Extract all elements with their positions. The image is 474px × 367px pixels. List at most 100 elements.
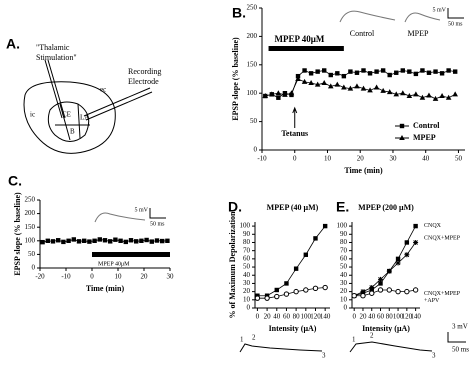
y-tick-label: 50 xyxy=(28,250,36,258)
stim-label: Stimulation" xyxy=(36,53,77,62)
marker xyxy=(149,239,154,244)
marker xyxy=(144,237,149,243)
x-tick-label: 120 xyxy=(310,313,321,321)
x-tick-label: 140 xyxy=(320,313,331,321)
marker xyxy=(395,256,401,262)
marker xyxy=(269,91,275,97)
scale-bar xyxy=(447,8,464,19)
y-tick-label: 50 xyxy=(243,263,251,271)
marker xyxy=(322,223,328,229)
marker xyxy=(275,90,282,96)
marker xyxy=(406,93,413,99)
marker xyxy=(413,239,419,245)
x-tick-label: 40 xyxy=(273,313,281,321)
marker xyxy=(404,252,410,258)
marker xyxy=(439,71,445,76)
traces: 1 2 3 1 2 3 3 mV 50 ms xyxy=(239,323,469,360)
marker xyxy=(377,287,384,293)
marker xyxy=(293,266,299,271)
marker xyxy=(360,85,367,91)
legend-label: MPEP xyxy=(413,133,436,142)
y-tick-label: 90 xyxy=(243,230,251,238)
panel-a-diagram: A. "Thalamic Stimulation" Recording Elec… xyxy=(6,36,161,154)
x-tick-label: 80 xyxy=(293,313,301,321)
inset-trace xyxy=(339,10,396,23)
y-tick-label: 0 xyxy=(344,304,348,312)
marker xyxy=(97,237,102,242)
marker xyxy=(283,291,290,297)
x-axis-label: Time (min) xyxy=(344,166,383,175)
x-tick-label: 40 xyxy=(422,155,430,163)
marker xyxy=(354,70,360,75)
marker xyxy=(369,290,375,296)
y-tick-label: 0 xyxy=(32,264,36,272)
marker xyxy=(274,293,280,300)
y-tick-label: 90 xyxy=(340,230,348,238)
x-tick-label: 0 xyxy=(352,313,356,321)
marker xyxy=(369,285,375,291)
annotation-arrow xyxy=(292,106,298,128)
y-tick-label: 150 xyxy=(247,60,258,68)
chart-title: MPEP (200 μM) xyxy=(358,203,414,212)
scale-bar xyxy=(149,208,166,219)
nuclei-borders xyxy=(55,103,90,141)
x-tick-label: 100 xyxy=(393,313,404,321)
scale-label: 5 mV xyxy=(433,7,447,13)
stim-electrode xyxy=(44,59,66,119)
y-axis-label: % of Maximum Depolarization xyxy=(228,211,237,318)
marker xyxy=(254,295,261,301)
drug-bar xyxy=(268,46,344,51)
marker xyxy=(341,84,347,90)
marker xyxy=(386,287,392,293)
panel-label: E. xyxy=(336,199,349,215)
x-axis-label: Time (min) xyxy=(86,284,125,293)
legend-label: CNQX xyxy=(424,223,442,229)
region-label: CE xyxy=(62,111,71,119)
marker xyxy=(108,239,113,244)
y-tick-label: 100 xyxy=(240,222,251,230)
y-tick-label: 0 xyxy=(247,304,251,312)
brain-outline xyxy=(23,81,116,154)
marker xyxy=(82,238,87,243)
legend-label: Control xyxy=(413,121,440,130)
inset-trace xyxy=(94,212,146,223)
stim-label: "Thalamic xyxy=(36,43,70,52)
marker xyxy=(378,276,384,282)
x-tick-label: 20 xyxy=(141,273,149,281)
marker xyxy=(394,70,399,75)
x-tick-label: 120 xyxy=(402,313,413,321)
legend-label: CNQX+MPEP xyxy=(424,236,461,242)
x-tick-label: 60 xyxy=(377,313,385,321)
marker xyxy=(335,71,340,76)
region-label: ec xyxy=(100,86,106,94)
trace-number: 1 xyxy=(352,336,356,344)
x-tick-label: 10 xyxy=(324,155,332,163)
marker xyxy=(334,81,341,87)
marker xyxy=(308,71,314,76)
x-tick-label: 0 xyxy=(90,273,94,281)
panel-label: B. xyxy=(232,5,246,21)
marker xyxy=(274,287,279,293)
y-tick-label: 50 xyxy=(250,117,258,125)
scale-label: 5 mV xyxy=(135,207,149,213)
marker xyxy=(407,69,412,74)
marker xyxy=(40,239,45,245)
marker xyxy=(439,93,445,99)
series-line xyxy=(354,242,416,297)
marker xyxy=(347,85,354,91)
region-label: B xyxy=(70,128,75,136)
drug-label: MPEP 40μM xyxy=(98,261,130,267)
scale-label: 50 ms xyxy=(452,346,469,354)
x-tick-label: 30 xyxy=(167,273,175,281)
x-tick-label: 20 xyxy=(264,313,272,321)
marker xyxy=(301,78,308,84)
x-axis-label: Intensity (μA) xyxy=(362,324,410,333)
inset-label: MPEP xyxy=(408,29,429,38)
x-tick-label: 140 xyxy=(410,313,421,321)
panel-label: C. xyxy=(8,173,22,189)
marker xyxy=(341,73,347,79)
y-tick-label: 250 xyxy=(247,4,258,12)
x-tick-label: 30 xyxy=(389,155,397,163)
y-tick-label: 0 xyxy=(254,146,258,154)
y-tick-label: 70 xyxy=(340,246,348,254)
